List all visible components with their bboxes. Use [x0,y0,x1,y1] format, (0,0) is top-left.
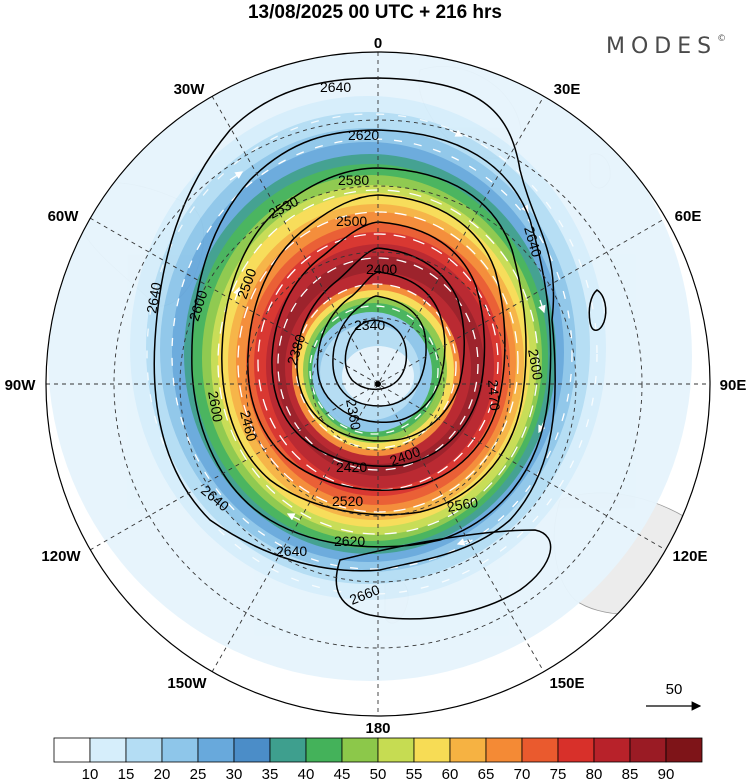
contour-label: 2580 [338,172,369,188]
lon-label-120w: 120W [41,548,81,565]
colorbar-swatch [197,737,235,763]
colorbar-swatch [665,737,703,763]
reference-vector: 50 [646,681,702,711]
colorbar: 10 15 20 25 30 35 40 45 50 55 60 65 70 75 80 85 90 [53,737,703,782]
contour-label: 2400 [366,261,397,277]
contour-label: 2340 [354,317,385,333]
colorbar-swatch [377,737,415,763]
lon-label-60e: 60E [675,208,702,225]
colorbar-tick-label: 10 [82,766,99,782]
contour-label: 2640 [276,543,307,559]
contour-label: 2600 [205,390,226,424]
contour-label: 2640 [143,281,164,315]
brand-logo: MODES© [606,34,726,59]
colorbar-tick-label: 85 [622,766,639,782]
colorbar-tick-label: 90 [658,766,675,782]
height-contours [153,77,607,620]
longitude-labels: 0 30E 60E 90E 120E 150E 180 150W 120W 90… [5,35,747,737]
lon-label-0: 0 [374,35,382,52]
colorbar-tick-label: 40 [298,766,315,782]
lon-label-30e: 30E [554,81,581,98]
colorbar-tick-label: 35 [262,766,279,782]
colorbar-tick-label: 45 [334,766,351,782]
colorbar-swatch [557,737,595,763]
wind-vectors [146,113,598,595]
contour-labels: 2640 2620 2580 2530 2500 2400 2340 2380 … [143,79,546,608]
colorbar-swatch [521,737,559,763]
colorbar-swatch [449,737,487,763]
colorbar-swatch [593,737,631,763]
colorbar-tick-label: 30 [226,766,243,782]
lon-label-30w: 30W [174,81,206,98]
contour-label: 2600 [525,348,546,382]
colorbar-tick-label: 65 [478,766,495,782]
colorbar-swatch [413,737,451,763]
contour-label: 2620 [348,127,379,143]
colorbar-swatch [629,737,667,763]
south-pole-marker [375,381,381,387]
lon-label-120e: 120E [672,548,707,565]
colorbar-tick-label: 70 [514,766,531,782]
contour-label: 2500 [336,213,367,229]
contour-label: 2620 [334,533,365,549]
colorbar-swatch [161,737,199,763]
colorbar-tick-label: 15 [118,766,135,782]
map-title: 13/08/2025 00 UTC + 216 hrs [247,2,503,23]
colorbar-swatch [305,737,343,763]
contour-label: 2560 [446,494,480,515]
graticule [46,52,710,716]
contour-label: 2360 [343,398,364,432]
colorbar-tick-label: 80 [586,766,603,782]
colorbar-swatch [53,737,91,763]
colorbar-tick-label: 25 [190,766,207,782]
contour-label: 2470 [485,379,503,411]
colorbar-swatch [485,737,523,763]
colorbar-tick-label: 55 [406,766,423,782]
colorbar-swatch [89,737,127,763]
brand-name: MODES [606,34,718,59]
map-boundary [45,51,711,717]
contour-label: 2640 [320,79,351,95]
contour-label: 2520 [332,493,363,509]
lon-label-90w: 90W [5,377,37,394]
colorbar-tick-label: 20 [154,766,171,782]
colorbar-swatch [269,737,307,763]
contour-label: 2460 [237,409,260,443]
colorbar-tick-label: 60 [442,766,459,782]
colorbar-tick-label: 50 [370,766,387,782]
colorbar-swatch [233,737,271,763]
reference-vector-value: 50 [666,681,683,698]
colorbar-swatch [341,737,379,763]
colorbar-swatch [125,737,163,763]
colorbar-tick-label: 75 [550,766,567,782]
lon-label-150w: 150W [167,675,207,692]
contour-label: 2420 [336,459,367,475]
brand-mark: © [717,34,727,44]
lon-label-90e: 90E [720,377,747,394]
lon-label-60w: 60W [48,208,80,225]
lon-label-180: 180 [365,720,390,737]
lon-label-150e: 150E [549,675,584,692]
